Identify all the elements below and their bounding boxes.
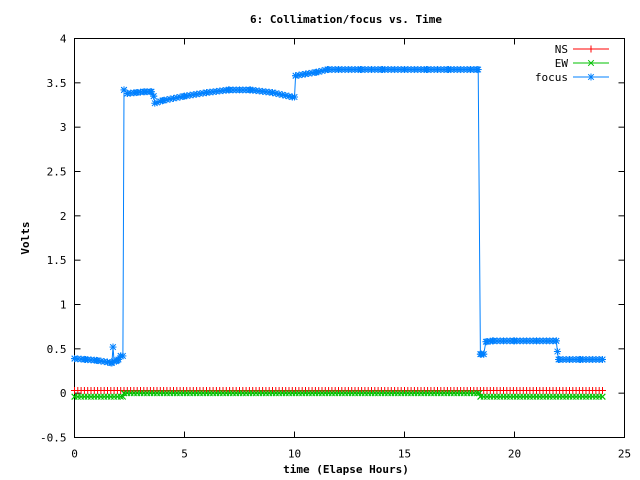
y-tick-label: 3 — [60, 121, 67, 134]
data-point — [302, 70, 309, 78]
y-tick-label: 0.5 — [47, 343, 67, 356]
y-tick-label: 4 — [60, 33, 67, 46]
x-axis-label: time (Elapse Hours) — [283, 463, 409, 476]
y-tick-label: -0.5 — [40, 432, 67, 445]
data-point — [150, 92, 158, 100]
data-point — [247, 86, 254, 94]
data-point — [357, 66, 364, 74]
series-markers-EW — [71, 390, 606, 400]
data-point — [120, 390, 128, 397]
data-point — [467, 66, 474, 74]
data-point — [71, 393, 78, 400]
legend-item-NS: NS — [555, 43, 609, 56]
chart-title: 6: Collimation/focus vs. Time — [250, 13, 442, 26]
plot-markers — [71, 66, 606, 400]
data-point — [423, 66, 430, 74]
x-tick-label: 15 — [398, 448, 411, 461]
data-point — [109, 343, 117, 351]
data-point — [93, 356, 100, 364]
plot-frame — [74, 38, 625, 438]
data-point — [313, 68, 320, 76]
legend-item-focus: focus — [535, 71, 609, 84]
data-point — [141, 88, 149, 96]
x-tick-label: 5 — [181, 448, 188, 461]
data-point — [511, 337, 518, 345]
data-point — [599, 355, 606, 363]
data-point — [335, 66, 342, 74]
data-point — [599, 387, 606, 395]
data-point — [132, 89, 140, 97]
y-tick-label: 2.5 — [47, 166, 67, 179]
data-point — [203, 89, 210, 97]
data-point — [71, 387, 78, 395]
data-point — [123, 89, 131, 97]
y-tick-label: 1.5 — [47, 254, 67, 267]
y-tick-label: 0 — [60, 387, 67, 400]
data-point — [269, 89, 276, 97]
data-point — [159, 97, 166, 105]
data-point — [71, 355, 78, 363]
data-point — [553, 347, 561, 355]
x-tick-label: 20 — [508, 448, 521, 461]
legend-item-EW: EW — [555, 57, 609, 70]
data-point — [151, 99, 159, 107]
plot-lines — [74, 69, 603, 398]
data-point — [480, 350, 488, 358]
data-point — [482, 338, 490, 346]
data-point — [324, 66, 331, 74]
data-point — [552, 337, 560, 345]
data-point — [401, 66, 408, 74]
data-point — [292, 72, 300, 80]
data-point — [181, 92, 188, 100]
data-point — [474, 66, 482, 74]
y-axis-label: Volts — [19, 221, 32, 254]
series-markers-focus — [71, 66, 606, 367]
data-point — [119, 393, 127, 400]
data-point — [119, 352, 127, 360]
data-point — [533, 337, 540, 345]
data-point — [577, 355, 584, 363]
data-point — [82, 355, 89, 363]
series-line-focus — [74, 69, 603, 364]
data-point — [489, 337, 496, 345]
legend-label: NS — [555, 43, 568, 56]
legend-marker — [587, 59, 595, 67]
y-tick-label: 2 — [60, 210, 67, 223]
y-tick-label: 3.5 — [47, 77, 67, 90]
x-tick-label: 0 — [71, 448, 78, 461]
legend-marker — [587, 45, 595, 53]
data-point — [225, 86, 232, 94]
data-point — [476, 390, 483, 397]
x-tick-label: 25 — [618, 448, 631, 461]
data-point — [555, 355, 562, 363]
data-point — [599, 393, 606, 400]
data-point — [477, 393, 484, 400]
data-point — [291, 93, 298, 101]
legend-marker — [587, 73, 595, 81]
data-point — [379, 66, 386, 74]
y-tick-label: 1 — [60, 299, 67, 312]
data-point — [445, 66, 452, 74]
x-tick-label: 10 — [288, 448, 301, 461]
legend-label: focus — [535, 71, 568, 84]
axis-ticks: 0 5 10 15 20 25 -0.5 0 0.5 1 1.5 2 2.5 3 3.5 4 — [40, 33, 631, 461]
legend-label: EW — [555, 57, 569, 70]
